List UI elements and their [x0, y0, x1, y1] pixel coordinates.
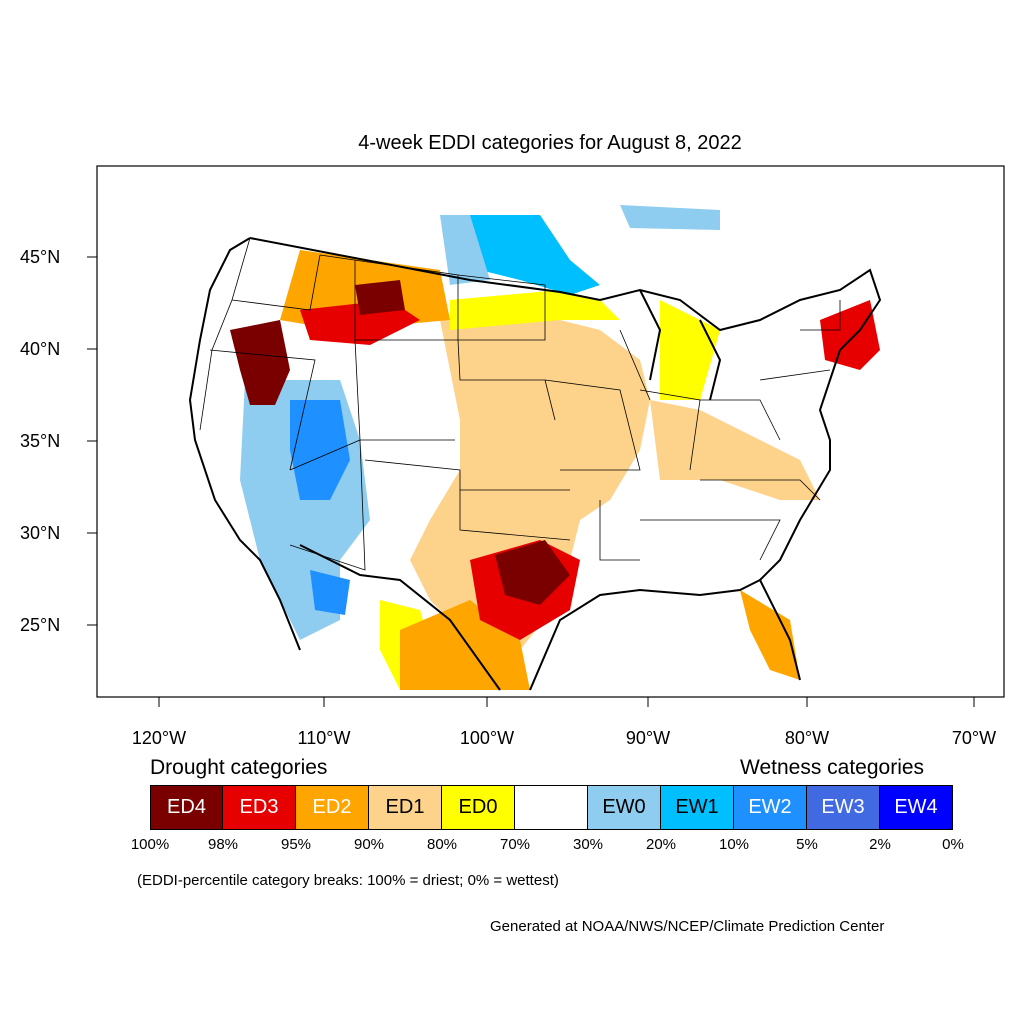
drought-heading: Drought categories: [150, 756, 328, 779]
legend-swatch-ed1: ED1: [369, 785, 442, 830]
category-note: (EDDI-percentile category breaks: 100% =…: [137, 872, 559, 889]
map-title: 4-week EDDI categories for August 8, 202…: [358, 132, 742, 154]
percentile-break-label: 100%: [130, 836, 170, 853]
legend-swatch-ew2: EW2: [734, 785, 807, 830]
legend-swatch-ew4: EW4: [880, 785, 953, 830]
map-frame: [96, 165, 1005, 698]
region-midwest-ed0: [660, 300, 720, 400]
lat-label-25: 25°N: [20, 615, 61, 635]
category-legend-bar: ED4 ED3 ED2 ED1 ED0 EW0 EW1 EW2 EW3 EW4: [150, 785, 953, 830]
region-idaho-ed4: [355, 280, 405, 315]
region-texas-ed4: [495, 540, 570, 605]
legend-swatch-ew3: EW3: [807, 785, 880, 830]
region-great-plains: [410, 320, 650, 650]
coastlines: [188, 237, 882, 691]
region-northwest-ed4: [230, 320, 290, 405]
region-upper-midwest-ew0: [440, 215, 490, 285]
percentile-break-label: 20%: [645, 836, 677, 853]
percentile-break-label: 10%: [718, 836, 750, 853]
legend-swatch-ew1: EW1: [661, 785, 734, 830]
legend-swatch-ed4: ED4: [150, 785, 223, 830]
lon-label-120: 120°W: [131, 728, 187, 748]
region-northern-plains-ed0: [450, 290, 620, 330]
percentile-break-label: 2%: [869, 836, 891, 853]
lat-label-30: 30°N: [20, 523, 61, 543]
percentile-break-label: 30%: [572, 836, 604, 853]
axis-ticks: [87, 256, 975, 707]
map-fill-layer: [190, 205, 880, 690]
percentile-break-label: 5%: [796, 836, 818, 853]
credit-line: Generated at NOAA/NWS/NCEP/Climate Predi…: [490, 918, 885, 935]
state-boundaries: [199, 237, 841, 571]
region-southwest-ew2: [290, 400, 350, 500]
region-florida-ed2: [740, 590, 800, 680]
percentile-break-label: 90%: [353, 836, 385, 853]
lon-label-80: 80°W: [784, 728, 830, 748]
lat-label-35: 35°N: [20, 431, 61, 451]
legend-swatch-ew0: EW0: [588, 785, 661, 830]
percentile-break-label: 98%: [207, 836, 239, 853]
lon-label-90: 90°W: [625, 728, 671, 748]
region-upper-midwest-ew1: [460, 215, 600, 295]
lon-label-100: 100°W: [459, 728, 515, 748]
region-northeast-ed3: [820, 300, 880, 370]
lat-label-40: 40°N: [20, 339, 61, 359]
percentile-break-label: 95%: [280, 836, 312, 853]
percentile-break-label: 70%: [499, 836, 531, 853]
percentile-break-label: 80%: [426, 836, 458, 853]
lat-label-45: 45°N: [20, 247, 61, 267]
lon-label-70: 70°W: [951, 728, 997, 748]
percentile-break-label: 0%: [942, 836, 964, 853]
region-ohio-valley: [650, 400, 820, 500]
region-canada-ew0: [620, 205, 720, 230]
wetness-heading: Wetness categories: [740, 756, 925, 779]
legend-swatch-neutral: [515, 785, 588, 830]
lon-label-110: 110°W: [297, 728, 351, 748]
region-baja-ew2: [310, 570, 350, 615]
legend-swatch-ed0: ED0: [442, 785, 515, 830]
legend-swatch-ed2: ED2: [296, 785, 369, 830]
legend-swatch-ed3: ED3: [223, 785, 296, 830]
